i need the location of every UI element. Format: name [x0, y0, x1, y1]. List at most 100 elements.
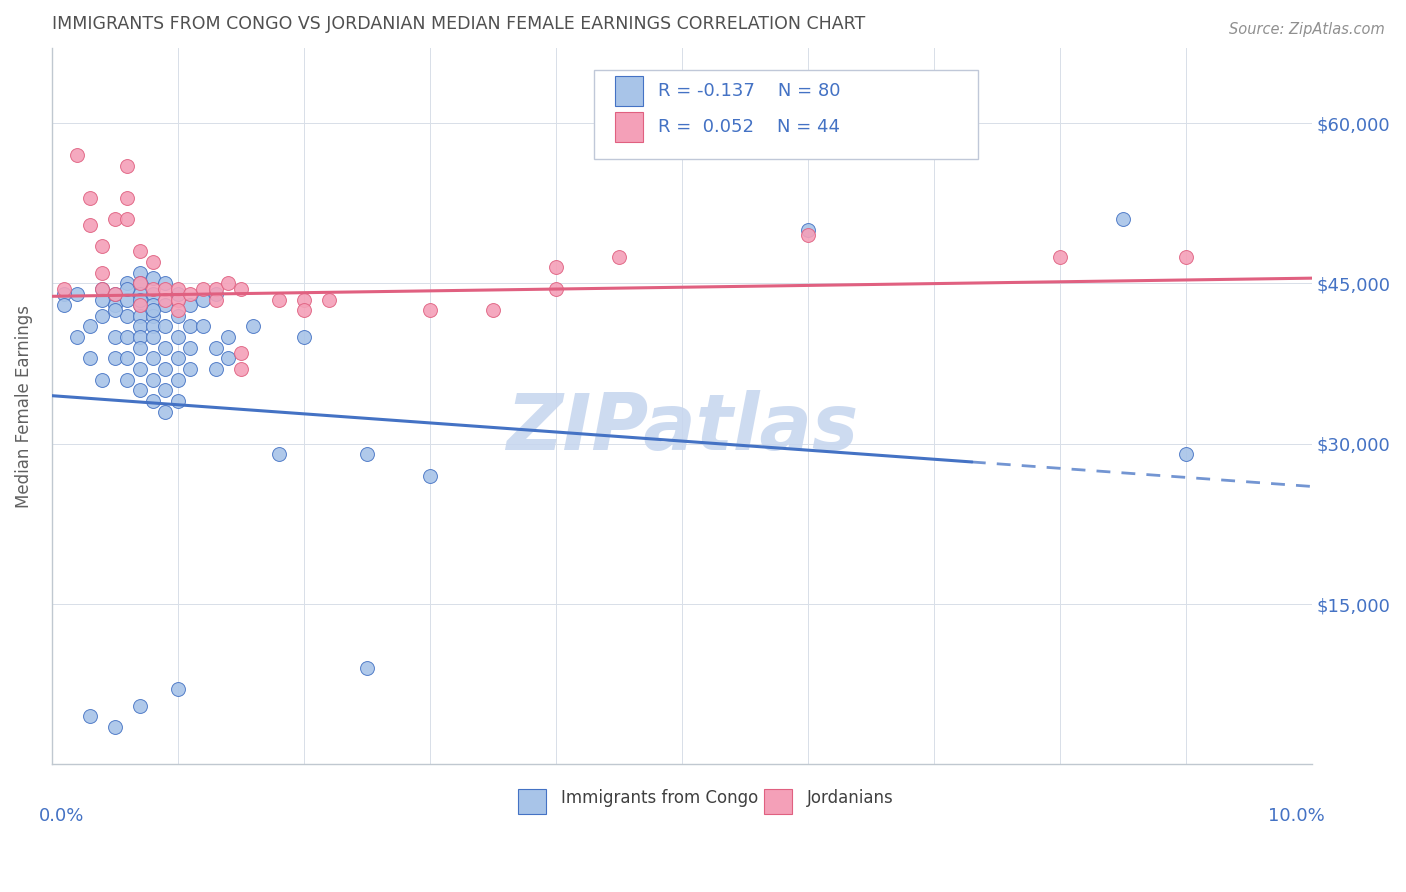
Point	[129, 244, 152, 259]
Point	[166, 282, 188, 296]
Point	[607, 250, 630, 264]
Point	[117, 293, 139, 307]
Point	[179, 341, 201, 355]
Point	[166, 330, 188, 344]
Point	[229, 282, 252, 296]
Text: ZIPatlas: ZIPatlas	[506, 390, 858, 466]
Point	[117, 212, 139, 227]
Point	[142, 271, 165, 285]
Point	[66, 330, 89, 344]
Point	[142, 255, 165, 269]
Point	[482, 303, 505, 318]
Point	[204, 293, 226, 307]
Point	[142, 373, 165, 387]
Point	[142, 287, 165, 301]
Point	[166, 293, 188, 307]
Point	[104, 351, 127, 366]
Point	[142, 282, 165, 296]
Point	[142, 319, 165, 334]
Point	[66, 287, 89, 301]
Point	[217, 330, 239, 344]
Point	[153, 293, 176, 307]
Point	[153, 341, 176, 355]
Point	[129, 277, 152, 291]
Text: Jordanians: Jordanians	[807, 789, 893, 807]
Point	[142, 298, 165, 312]
Point	[166, 309, 188, 323]
Bar	[763, 789, 792, 814]
Point	[153, 277, 176, 291]
Point	[104, 720, 127, 734]
Point	[91, 293, 114, 307]
Point	[117, 309, 139, 323]
Point	[166, 373, 188, 387]
Point	[797, 228, 820, 243]
Point	[166, 394, 188, 409]
FancyBboxPatch shape	[593, 70, 979, 160]
Text: R =  0.052    N = 44: R = 0.052 N = 44	[658, 118, 839, 136]
Point	[142, 330, 165, 344]
Point	[79, 709, 101, 723]
Point	[79, 319, 101, 334]
Point	[91, 282, 114, 296]
Point	[217, 351, 239, 366]
Point	[1049, 250, 1071, 264]
Point	[117, 277, 139, 291]
Point	[292, 293, 315, 307]
Point	[129, 293, 152, 307]
Point	[191, 282, 214, 296]
Point	[104, 287, 127, 301]
Point	[1175, 250, 1198, 264]
Point	[91, 282, 114, 296]
Text: R = -0.137    N = 80: R = -0.137 N = 80	[658, 82, 841, 101]
Point	[1112, 212, 1135, 227]
Point	[129, 309, 152, 323]
Point	[129, 698, 152, 713]
Point	[66, 148, 89, 162]
Point	[129, 330, 152, 344]
Point	[53, 298, 76, 312]
Point	[166, 287, 188, 301]
Point	[104, 330, 127, 344]
Point	[117, 282, 139, 296]
Point	[117, 373, 139, 387]
Bar	[517, 789, 546, 814]
Point	[129, 362, 152, 376]
Text: 0.0%: 0.0%	[39, 807, 84, 825]
Text: Immigrants from Congo: Immigrants from Congo	[561, 789, 758, 807]
Point	[419, 303, 441, 318]
Point	[204, 341, 226, 355]
Point	[104, 303, 127, 318]
Point	[91, 266, 114, 280]
Point	[671, 127, 693, 141]
Point	[267, 447, 290, 461]
Point	[91, 373, 114, 387]
Point	[229, 346, 252, 360]
Point	[117, 159, 139, 173]
Point	[204, 282, 226, 296]
Point	[242, 319, 264, 334]
Point	[142, 351, 165, 366]
Point	[104, 287, 127, 301]
Point	[229, 362, 252, 376]
Point	[544, 260, 567, 275]
Point	[544, 282, 567, 296]
Point	[79, 218, 101, 232]
Point	[129, 298, 152, 312]
Point	[267, 293, 290, 307]
Point	[419, 468, 441, 483]
Point	[1175, 447, 1198, 461]
Point	[53, 282, 76, 296]
Point	[166, 351, 188, 366]
Point	[191, 319, 214, 334]
Point	[142, 303, 165, 318]
Bar	[616, 112, 643, 142]
Point	[179, 287, 201, 301]
Point	[292, 303, 315, 318]
Point	[129, 287, 152, 301]
Point	[153, 282, 176, 296]
Point	[318, 293, 340, 307]
Point	[142, 309, 165, 323]
Point	[191, 293, 214, 307]
Point	[217, 277, 239, 291]
